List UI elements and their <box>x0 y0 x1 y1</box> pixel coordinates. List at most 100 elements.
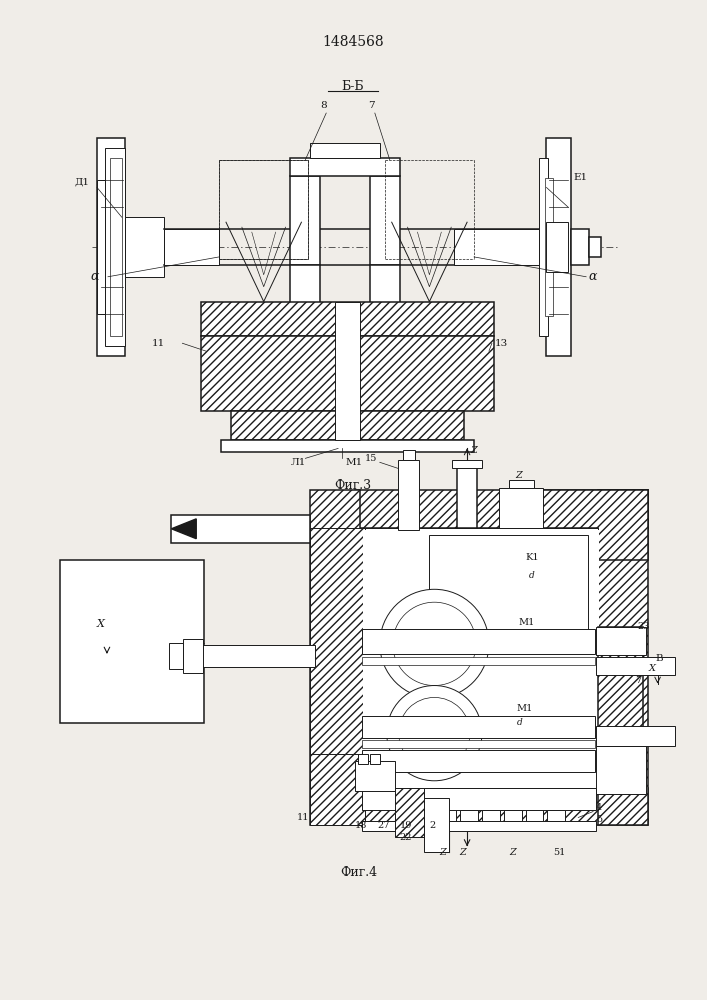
Bar <box>482 810 500 821</box>
Text: Z: Z <box>509 848 515 857</box>
Bar <box>362 821 596 831</box>
Bar <box>291 158 399 176</box>
Bar <box>355 761 395 791</box>
Bar <box>589 237 601 257</box>
Text: 1484568: 1484568 <box>322 35 384 49</box>
Bar <box>598 627 643 794</box>
Circle shape <box>380 589 489 698</box>
Bar <box>596 627 645 655</box>
Bar <box>201 645 315 667</box>
Bar <box>310 528 365 786</box>
Bar <box>596 726 675 746</box>
Text: 27: 27 <box>378 821 390 830</box>
Bar <box>596 657 675 675</box>
Text: d: d <box>529 571 534 580</box>
Bar <box>397 460 419 530</box>
Bar <box>171 515 310 543</box>
Bar <box>362 716 595 738</box>
Text: 4: 4 <box>596 803 602 812</box>
Bar <box>362 629 595 654</box>
Text: Z: Z <box>515 471 522 480</box>
Text: B: B <box>655 654 663 663</box>
Text: 22: 22 <box>399 833 412 842</box>
Bar <box>105 148 125 346</box>
Text: M1: M1 <box>517 704 533 713</box>
Bar <box>165 229 219 265</box>
Bar <box>457 468 477 528</box>
Text: 11: 11 <box>296 813 309 822</box>
Bar <box>201 302 494 336</box>
Bar <box>460 810 478 821</box>
Text: X: X <box>97 619 105 629</box>
Bar <box>547 810 566 821</box>
Text: Д1: Д1 <box>74 178 89 187</box>
Bar <box>452 460 482 468</box>
Bar <box>596 746 645 794</box>
Bar <box>504 810 522 821</box>
Text: Z: Z <box>470 446 477 455</box>
Text: α: α <box>90 270 98 283</box>
Text: 5: 5 <box>596 815 602 824</box>
Circle shape <box>392 602 476 686</box>
Circle shape <box>399 697 470 769</box>
Text: 51: 51 <box>554 848 566 857</box>
Text: d: d <box>517 718 522 727</box>
Text: Б-Б: Б-Б <box>341 80 364 93</box>
Bar <box>221 440 474 452</box>
Text: 7: 7 <box>368 101 375 110</box>
Text: Z: Z <box>459 848 466 857</box>
Bar <box>360 528 598 788</box>
Bar <box>370 754 380 764</box>
Bar <box>201 336 494 411</box>
Bar <box>370 176 399 265</box>
Bar <box>219 160 308 259</box>
Text: 23: 23 <box>638 622 650 631</box>
Text: 19: 19 <box>399 821 412 830</box>
Polygon shape <box>171 519 197 539</box>
Bar <box>362 657 595 665</box>
Polygon shape <box>539 490 648 560</box>
Bar <box>546 178 554 316</box>
Bar <box>363 530 599 786</box>
Text: K1: K1 <box>525 553 539 562</box>
Text: 13: 13 <box>495 339 508 348</box>
Bar <box>355 788 648 825</box>
Bar <box>355 490 648 528</box>
Bar <box>598 490 648 825</box>
Bar <box>539 158 549 336</box>
Bar <box>547 222 568 272</box>
Bar <box>547 138 571 356</box>
Text: 11: 11 <box>151 339 165 348</box>
Bar <box>183 639 203 673</box>
Text: Фиг.3: Фиг.3 <box>334 479 372 492</box>
Text: Фиг.4: Фиг.4 <box>340 866 378 879</box>
Bar <box>310 143 380 158</box>
Text: 7: 7 <box>635 676 641 685</box>
Bar <box>335 302 360 440</box>
Bar <box>170 643 183 669</box>
Bar <box>395 810 412 821</box>
Bar <box>370 265 399 336</box>
Bar <box>499 488 544 528</box>
Text: Z: Z <box>439 848 446 857</box>
Bar <box>362 788 596 810</box>
Bar <box>509 480 534 488</box>
Text: 18: 18 <box>355 821 368 830</box>
Bar <box>291 265 320 336</box>
Text: М1: М1 <box>345 458 362 467</box>
Bar <box>125 217 165 277</box>
Bar <box>571 229 589 265</box>
Text: 2: 2 <box>429 821 436 830</box>
Bar <box>402 450 414 460</box>
Bar <box>310 754 365 825</box>
Text: X: X <box>648 664 655 673</box>
Bar <box>310 490 360 825</box>
Bar <box>97 138 125 356</box>
Text: α: α <box>588 270 597 283</box>
Bar <box>454 229 539 265</box>
Bar <box>438 810 456 821</box>
Bar <box>395 788 424 837</box>
Text: Л1: Л1 <box>291 458 306 467</box>
Text: 8: 8 <box>320 101 327 110</box>
Text: Е1: Е1 <box>573 173 588 182</box>
